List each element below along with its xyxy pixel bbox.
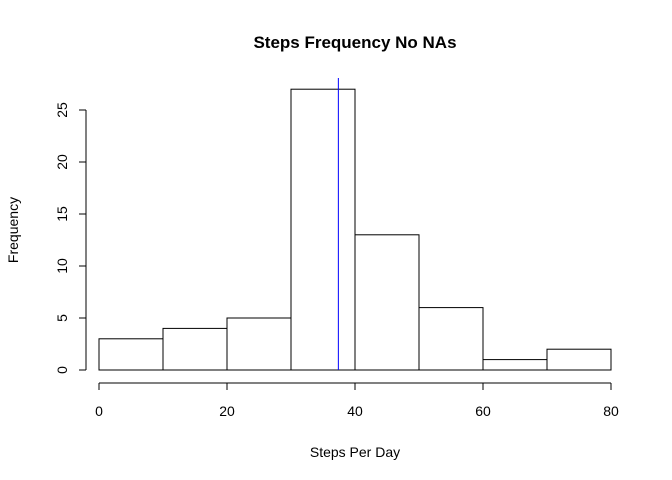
y-axis-label: Frequency (5, 197, 21, 263)
bar-6 (482, 359, 548, 371)
bar-7 (546, 348, 612, 371)
bar-5 (418, 307, 484, 371)
bar-0 (98, 338, 164, 371)
bar-3 (290, 88, 356, 371)
x-axis: 0 20 40 60 80 (95, 382, 619, 419)
y-tick-label-10: 10 (54, 258, 70, 274)
x-tick-label-60: 60 (475, 403, 491, 419)
bar-2 (226, 317, 292, 371)
x-tick-label-40: 40 (347, 403, 363, 419)
x-tick-label-0: 0 (95, 403, 103, 419)
bar-4 (354, 234, 420, 371)
y-tick-label-25: 25 (54, 102, 70, 118)
y-tick-label-5: 5 (54, 314, 70, 322)
x-tick-label-80: 80 (603, 403, 619, 419)
y-axis: 0 5 10 15 20 25 (54, 102, 87, 374)
y-tick-label-20: 20 (54, 154, 70, 170)
chart-title: Steps Frequency No NAs (253, 33, 456, 52)
bar-1 (162, 327, 228, 371)
x-axis-label: Steps Per Day (310, 444, 400, 460)
x-tick-label-20: 20 (219, 403, 235, 419)
y-tick-label-0: 0 (54, 366, 70, 374)
bars-group (98, 88, 612, 371)
y-tick-label-15: 15 (54, 206, 70, 222)
